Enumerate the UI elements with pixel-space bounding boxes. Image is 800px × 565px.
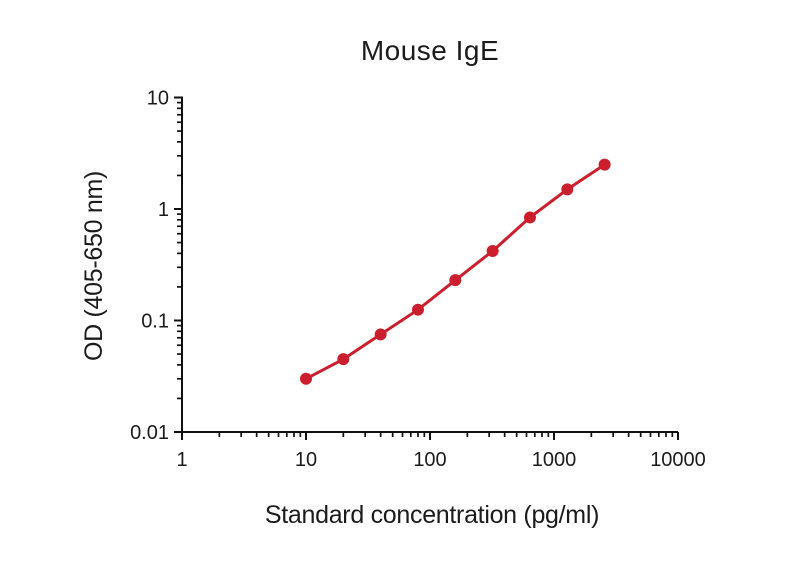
x-axis: 1 10 100 1000 10000 <box>176 431 706 471</box>
data-point <box>561 183 574 196</box>
data-point <box>598 158 611 171</box>
x-tick-label: 10000 <box>650 449 706 471</box>
y-tick-label: 0.01 <box>130 422 169 444</box>
y-axis-title: OD (405-650 nm) <box>80 171 108 361</box>
y-axis: 10 1 0.1 0.01 <box>130 88 183 444</box>
data-point <box>449 274 462 287</box>
data-point <box>486 245 499 258</box>
data-series <box>300 158 611 385</box>
y-tick-label: 10 <box>147 88 169 110</box>
data-point <box>374 328 387 341</box>
data-point <box>523 211 536 224</box>
data-point <box>411 303 424 316</box>
series-line <box>305 163 606 381</box>
x-tick-label: 1 <box>176 449 187 471</box>
x-tick-label: 10 <box>295 449 317 471</box>
x-axis-title: Standard concentration (pg/ml) <box>265 501 599 529</box>
y-tick-label: 1 <box>158 199 169 221</box>
y-tick-label: 0.1 <box>141 311 169 333</box>
data-point <box>337 353 350 366</box>
x-tick-label: 100 <box>413 449 446 471</box>
x-tick-label: 1000 <box>532 449 577 471</box>
chart-title: Mouse IgE <box>361 35 499 66</box>
data-point <box>300 372 312 385</box>
